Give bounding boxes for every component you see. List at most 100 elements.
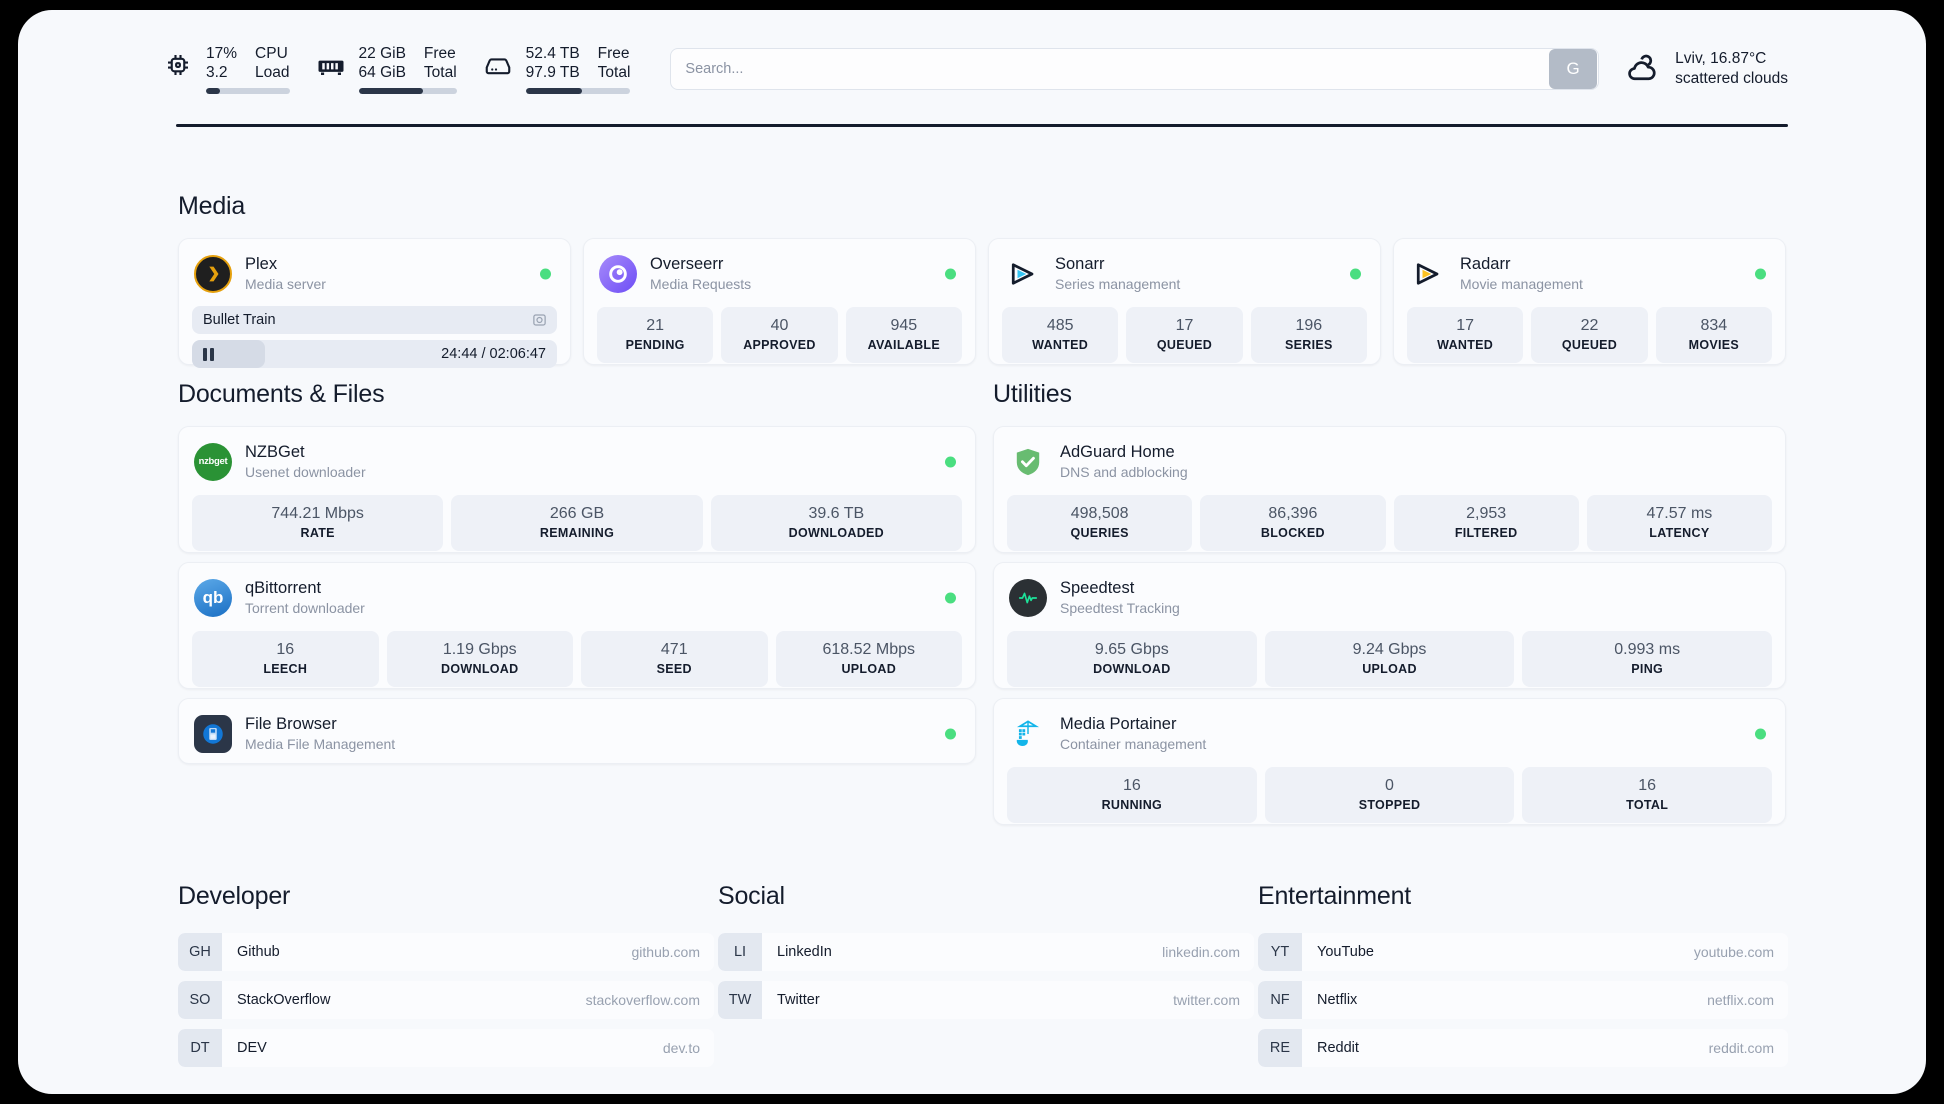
- qbittorrent-icon: qb: [194, 578, 232, 617]
- service-card-portainer[interactable]: Media Portainer Container management 16 …: [993, 698, 1786, 825]
- bookmark-item[interactable]: SO StackOverflow stackoverflow.com: [178, 981, 714, 1019]
- bookmark-item[interactable]: RE Reddit reddit.com: [1258, 1029, 1788, 1067]
- disk-total-value: 97.9 TB: [525, 64, 580, 81]
- card-header: Sonarr Series management: [1002, 251, 1367, 296]
- bookmark-name: Reddit: [1317, 1040, 1359, 1056]
- dashboard-page: 17% 3.2 CPU Load: [18, 10, 1926, 1094]
- resource-widget-memory: 22 GiB 64 GiB Free Total: [316, 44, 457, 94]
- search-engine-button[interactable]: G: [1549, 49, 1598, 89]
- service-card-speedtest[interactable]: Speedtest Speedtest Tracking 9.65 Gbps D…: [993, 562, 1786, 689]
- service-card-sonarr[interactable]: Sonarr Series management 485 WANTED 17 Q…: [988, 238, 1381, 365]
- resource-widget-disk: 52.4 TB 97.9 TB Free Total: [483, 44, 631, 94]
- stat-value: 618.52 Mbps: [822, 641, 915, 658]
- bookmark-name: StackOverflow: [237, 992, 331, 1008]
- bookmark-item[interactable]: NF Netflix netflix.com: [1258, 981, 1788, 1019]
- status-indicator-online: [945, 268, 956, 279]
- service-desc: Speedtest Tracking: [1060, 600, 1180, 616]
- bookmark-group-developer: Developer GH Github github.com SO StackO…: [178, 882, 714, 1077]
- stat-label: LEECH: [263, 662, 308, 676]
- search-input[interactable]: [671, 49, 1550, 89]
- stat-chip: 945 AVAILABLE: [845, 307, 962, 363]
- stat-label: WANTED: [1032, 338, 1089, 352]
- stat-chip: 39.6 TB DOWNLOADED: [710, 495, 962, 551]
- service-card-overseerr[interactable]: Overseerr Media Requests 21 PENDING 40 A…: [583, 238, 976, 365]
- bookmark-item[interactable]: YT YouTube youtube.com: [1258, 933, 1788, 971]
- stat-value: 86,396: [1268, 505, 1318, 522]
- status-indicator-online: [1755, 268, 1766, 279]
- status-indicator-online: [945, 728, 956, 739]
- memory-label-bottom: Total: [423, 64, 457, 81]
- stat-label: QUEUED: [1156, 338, 1213, 352]
- stats-row: 16 LEECH 1.19 Gbps DOWNLOAD 471 SEED 618…: [192, 631, 962, 687]
- stat-chip: 834 MOVIES: [1655, 307, 1772, 363]
- stats-row: 485 WANTED 17 QUEUED 196 SERIES: [1002, 307, 1367, 363]
- documents-section-title: Documents & Files: [178, 380, 385, 408]
- stat-value: 17: [1456, 317, 1475, 334]
- status-indicator-online: [540, 268, 551, 279]
- stat-value: 485: [1046, 317, 1074, 334]
- stat-value: 0: [1385, 777, 1394, 794]
- card-header: AdGuard Home DNS and adblocking: [1007, 439, 1772, 484]
- stat-chip: 86,396 BLOCKED: [1200, 495, 1386, 551]
- service-name: Radarr: [1460, 255, 1511, 273]
- card-header: nzbget NZBGet Usenet downloader: [192, 439, 962, 484]
- playback-progress-bar[interactable]: 24:44 / 02:06:47: [192, 340, 557, 368]
- status-indicator-online: [1755, 728, 1766, 739]
- stat-label: SERIES: [1284, 338, 1333, 352]
- service-desc: Series management: [1055, 276, 1181, 292]
- stat-chip: 16 LEECH: [192, 631, 379, 687]
- stat-value: 40: [770, 317, 789, 334]
- service-card-qbittorrent[interactable]: qb qBittorrent Torrent downloader 16 LEE…: [178, 562, 976, 689]
- bookmark-badge: TW: [718, 981, 762, 1019]
- bookmark-item[interactable]: DT DEV dev.to: [178, 1029, 714, 1067]
- cpu-usage-bar: [206, 88, 290, 94]
- bookmark-name: DEV: [237, 1040, 267, 1056]
- bookmark-url: stackoverflow.com: [585, 992, 700, 1008]
- bookmark-badge: DT: [178, 1029, 222, 1067]
- cast-icon[interactable]: [532, 313, 547, 328]
- bookmark-badge: RE: [1258, 1029, 1302, 1067]
- stat-chip: 40 APPROVED: [721, 307, 838, 363]
- card-header: File Browser Media File Management: [192, 711, 962, 756]
- bookmark-item[interactable]: LI LinkedIn linkedin.com: [718, 933, 1254, 971]
- bookmark-name: Github: [237, 944, 280, 960]
- stat-value: 1.19 Gbps: [442, 641, 517, 658]
- playback-time: 24:44 / 02:06:47: [441, 346, 546, 362]
- stats-row: 17 WANTED 22 QUEUED 834 MOVIES: [1407, 307, 1772, 363]
- search-box[interactable]: G: [670, 48, 1600, 90]
- bookmark-url: youtube.com: [1693, 944, 1774, 960]
- service-name: Speedtest: [1060, 579, 1135, 597]
- stat-label: DOWNLOAD: [441, 662, 519, 676]
- service-card-radarr[interactable]: Radarr Movie management 17 WANTED 22 QUE…: [1393, 238, 1786, 365]
- stat-chip: 744.21 Mbps RATE: [192, 495, 444, 551]
- service-card-plex[interactable]: Plex Media server Bullet Train 24:44 / 0…: [178, 238, 571, 368]
- service-card-adguard[interactable]: AdGuard Home DNS and adblocking 498,508 …: [993, 426, 1786, 553]
- stat-chip: 485 WANTED: [1002, 307, 1119, 363]
- bookmark-item[interactable]: GH Github github.com: [178, 933, 714, 971]
- stat-value: 196: [1295, 317, 1323, 334]
- bookmark-url: reddit.com: [1708, 1040, 1774, 1056]
- bookmark-name: LinkedIn: [777, 944, 832, 960]
- bookmark-group-social: Social LI LinkedIn linkedin.com TW Twitt…: [718, 882, 1254, 1029]
- bookmark-name: Twitter: [777, 992, 820, 1008]
- bookmark-name: Netflix: [1317, 992, 1358, 1008]
- disk-usage-bar: [525, 88, 631, 94]
- pause-icon[interactable]: [203, 347, 214, 361]
- bookmark-group-title: Entertainment: [1258, 882, 1412, 910]
- service-desc: Usenet downloader: [245, 464, 366, 480]
- stat-value: 16: [1638, 777, 1657, 794]
- bookmark-url: github.com: [631, 944, 700, 960]
- stat-value: 0.993 ms: [1614, 641, 1681, 658]
- bookmark-url: netflix.com: [1707, 992, 1774, 1008]
- stats-row: 21 PENDING 40 APPROVED 945 AVAILABLE: [597, 307, 962, 363]
- service-card-filebrowser[interactable]: File Browser Media File Management: [178, 698, 976, 764]
- stat-value: 9.65 Gbps: [1094, 641, 1169, 658]
- service-card-nzbget[interactable]: nzbget NZBGet Usenet downloader 744.21 M…: [178, 426, 976, 553]
- service-desc: Media Requests: [650, 276, 752, 292]
- stat-chip: 1.19 Gbps DOWNLOAD: [386, 631, 573, 687]
- service-name: Overseerr: [650, 255, 724, 273]
- stats-row: 9.65 Gbps DOWNLOAD 9.24 Gbps UPLOAD 0.99…: [1007, 631, 1773, 687]
- stat-label: BLOCKED: [1260, 526, 1325, 540]
- cpu-label-bottom: Load: [255, 64, 290, 81]
- bookmark-item[interactable]: TW Twitter twitter.com: [718, 981, 1254, 1019]
